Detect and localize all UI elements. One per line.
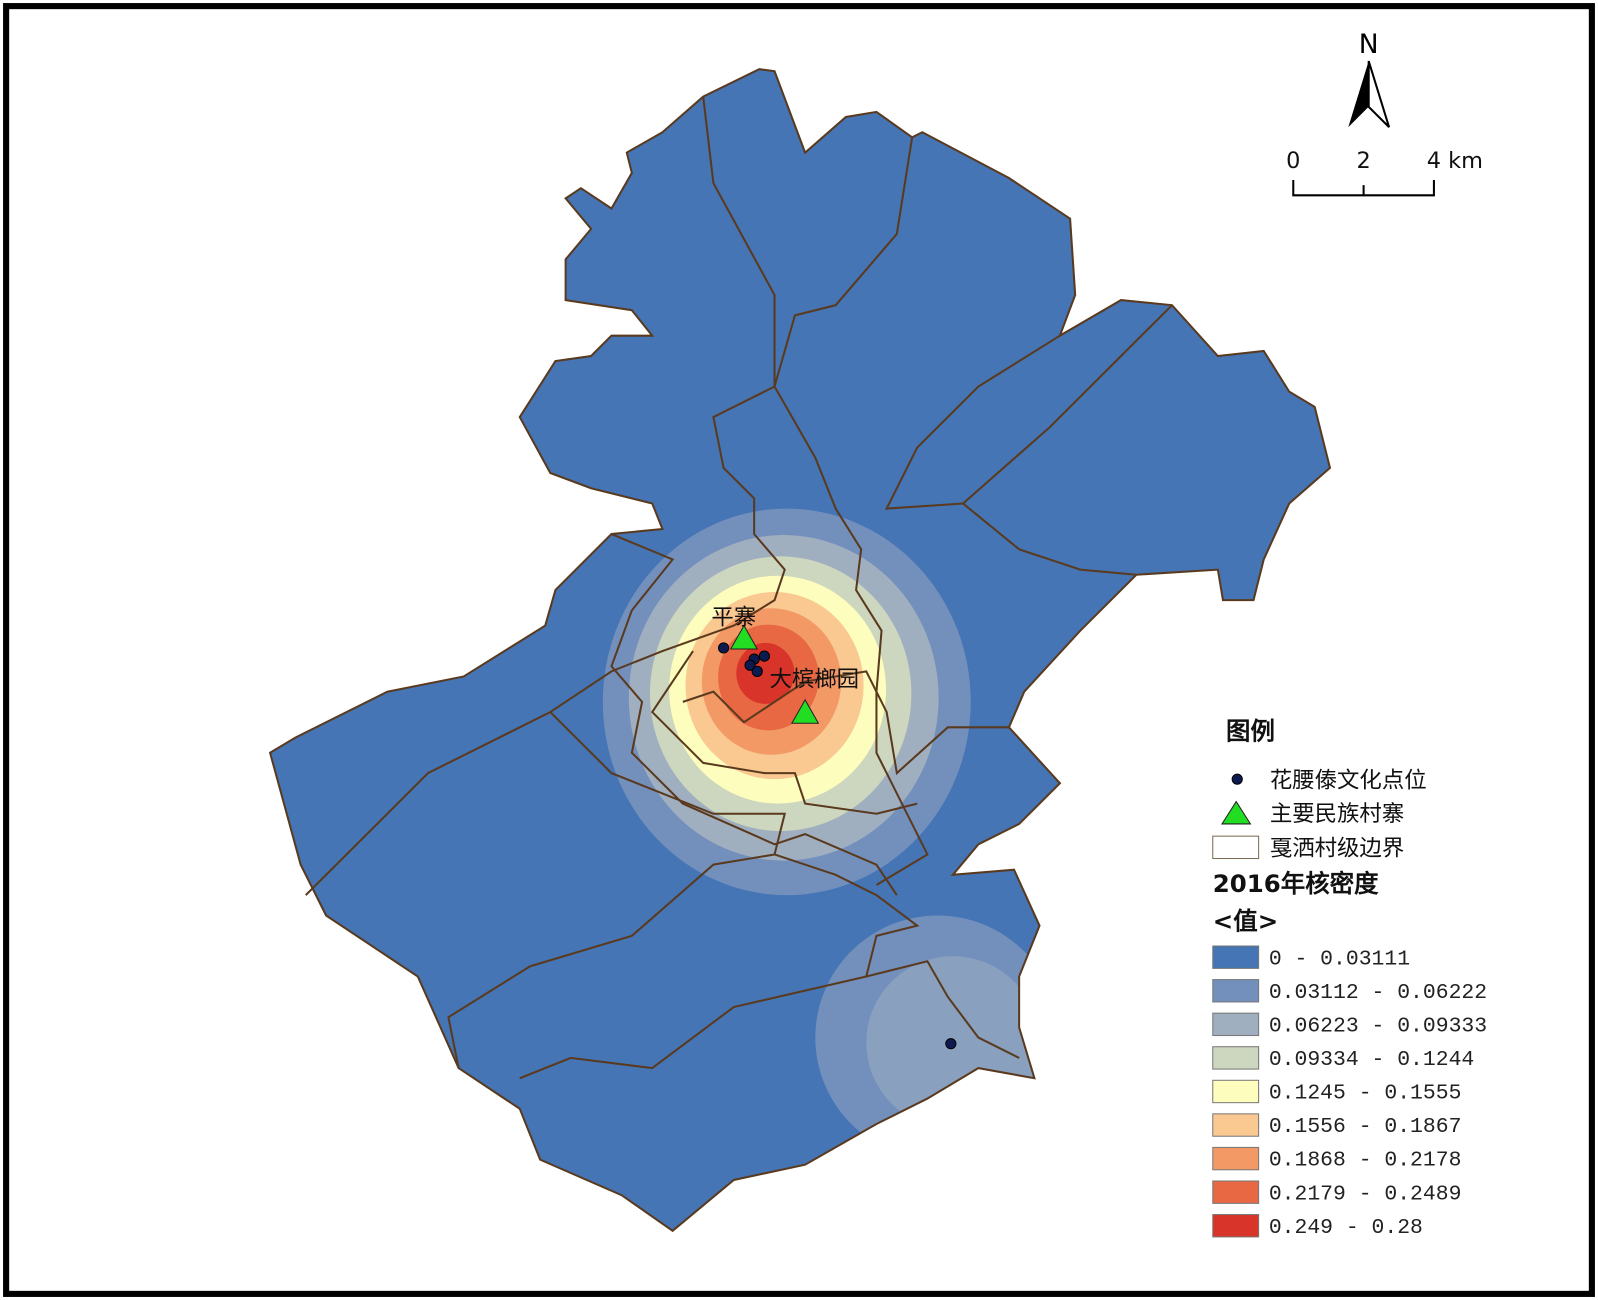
density-title: 2016年核密度: [1213, 869, 1379, 898]
legend-item: 花腰傣文化点位: [1270, 767, 1427, 793]
legend-class-label: 0.2179 - 0.2489: [1269, 1182, 1462, 1206]
place-label: 平寨: [711, 605, 756, 631]
legend: 图例 花腰傣文化点位 主要民族村寨 戛洒村级边界 2016年核密度 <值> 0 …: [1212, 717, 1487, 1240]
legend-swatch: [1212, 945, 1260, 969]
value-label: <值>: [1213, 907, 1278, 936]
villages: [729, 624, 820, 724]
north-arrow: N: [1348, 29, 1391, 128]
legend-swatch: [1212, 1046, 1260, 1070]
legend-swatch: [1212, 1146, 1260, 1171]
legend-class-label: 0.1556 - 0.1867: [1269, 1115, 1462, 1139]
legend-item: 戛洒村级边界: [1270, 835, 1404, 861]
village-boundaries: [269, 68, 1331, 1232]
legend-swatch: [1212, 1012, 1260, 1037]
legend-swatch: [1212, 1214, 1260, 1238]
legend-swatch: [1212, 979, 1260, 1003]
legend-swatch: [1212, 1113, 1260, 1137]
scale-bar: [1292, 180, 1435, 197]
scale-label: 2: [1356, 148, 1370, 174]
scale-label: 0: [1286, 148, 1300, 174]
legend-class-label: 0.09334 - 0.1244: [1269, 1048, 1474, 1072]
legend-class-label: 0.1868 - 0.2178: [1269, 1149, 1462, 1173]
scale-label: 4 km: [1427, 148, 1483, 174]
legend-swatch: [1212, 1180, 1260, 1204]
legend-class-label: 0.1245 - 0.1555: [1269, 1082, 1462, 1106]
north-label: N: [1359, 29, 1379, 60]
legend-item: 主要民族村寨: [1270, 801, 1404, 827]
legend-class-label: 0.03112 - 0.06222: [1269, 981, 1487, 1005]
culture-points: [717, 642, 957, 1050]
place-label: 大槟榔园: [769, 667, 859, 693]
legend-swatch: [1212, 1079, 1260, 1104]
legend-class-label: 0 - 0.03111: [1269, 947, 1410, 971]
legend-title: 图例: [1226, 717, 1275, 746]
legend-class-label: 0.06223 - 0.09333: [1269, 1014, 1487, 1038]
legend-class-label: 0.249 - 0.28: [1269, 1216, 1423, 1240]
